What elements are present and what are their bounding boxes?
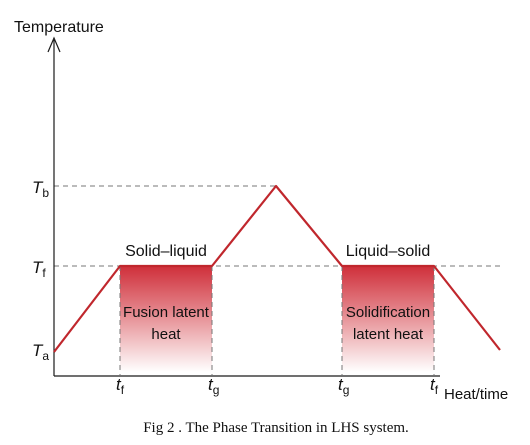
figure-caption: Fig 2 . The Phase Transition in LHS syst… [143,420,409,436]
solidification-latent-heat-label-line2: latent heat [353,326,424,343]
liquid-solid-label: Liquid–solid [346,243,431,260]
solidification-latent-heat-label-line1: Solidification [346,304,430,321]
fusion-latent-heat-region [120,266,212,372]
tg-end-label: tg [208,375,219,397]
fusion-latent-heat-label-line2: heat [151,326,181,343]
fusion-latent-heat-label-line1: Fusion latent [123,304,210,321]
y-axis-label: Temperature [14,19,104,36]
solidification-latent-heat-region [342,266,434,372]
tf-start-label: tf [116,375,125,397]
y-axis-arrow [47,36,61,53]
x-axis-label: Heat/time [444,386,508,403]
axes [53,40,440,377]
ta-label: Ta [32,341,49,363]
solid-liquid-label: Solid–liquid [125,243,207,260]
tf-end-label: tf [430,375,439,397]
tb-label: Tb [32,178,49,200]
tf-label: Tf [32,258,46,280]
tg-start-label: tg [338,375,349,397]
phase-curve [53,184,501,353]
